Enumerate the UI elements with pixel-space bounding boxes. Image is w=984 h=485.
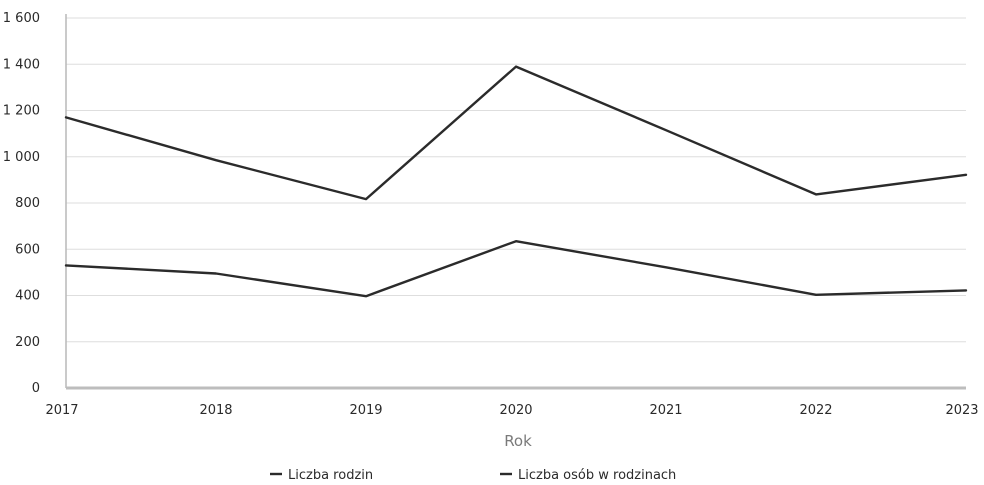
x-tick-label: 2020 (499, 403, 532, 418)
y-tick-label: 600 (15, 242, 40, 257)
axes (65, 14, 966, 390)
y-tick-label: 400 (15, 289, 40, 304)
y-tick-label: 1 400 (3, 57, 40, 72)
gridlines (66, 17, 966, 343)
x-tick-label: 2018 (199, 403, 232, 418)
legend-label: Liczba osób w rodzinach (518, 468, 676, 483)
x-tick-labels: 2017 2018 2019 2020 2021 2022 2023 (45, 403, 978, 418)
y-tick-label: 1 600 (3, 11, 40, 26)
series-line-2 (64, 65, 968, 201)
y-tick-label: 200 (15, 335, 40, 350)
y-tick-label: 0 (32, 381, 40, 396)
x-tick-label: 2022 (799, 403, 832, 418)
x-tick-label: 2023 (945, 403, 978, 418)
x-tick-label: 2017 (45, 403, 78, 418)
legend: Liczba rodzin Liczba osób w rodzinach (270, 468, 676, 483)
y-tick-label: 800 (15, 196, 40, 211)
y-tick-labels: 0 200 400 600 800 1 000 1 200 1 400 1 600 (3, 11, 40, 396)
series-line-1 (64, 239, 968, 298)
legend-label: Liczba rodzin (288, 468, 373, 483)
y-tick-label: 1 000 (3, 150, 40, 165)
x-axis-title: Rok (504, 432, 532, 450)
series-lines (64, 65, 968, 298)
x-tick-label: 2019 (349, 403, 382, 418)
x-tick-label: 2021 (649, 403, 682, 418)
y-tick-label: 1 200 (3, 104, 40, 119)
